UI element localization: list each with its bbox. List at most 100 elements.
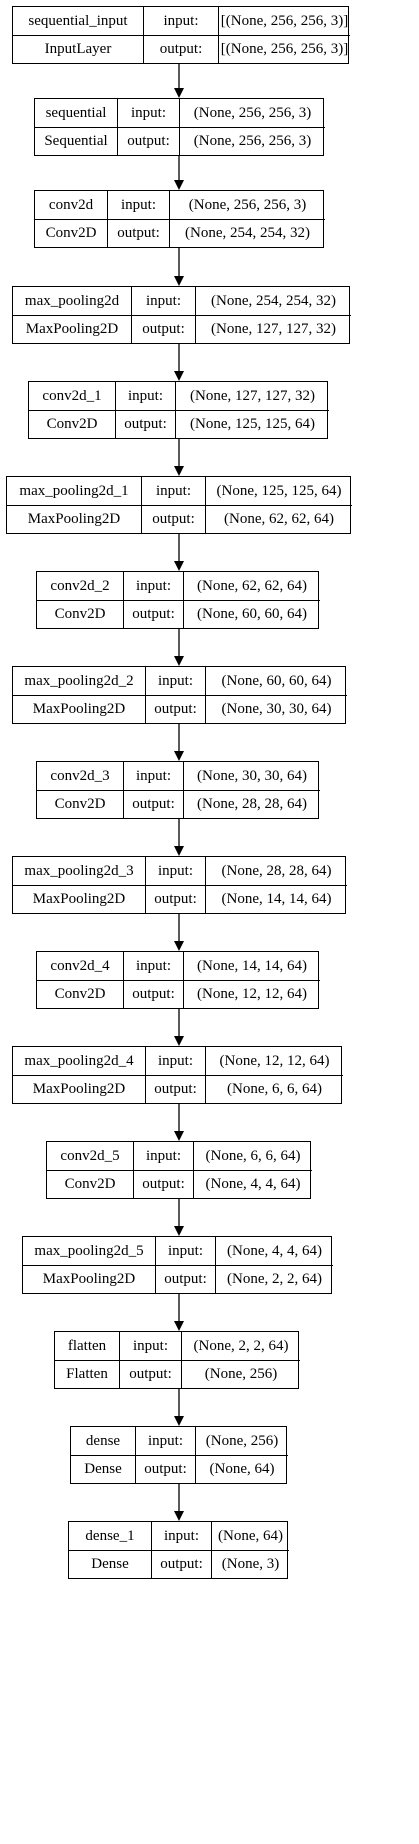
layer-row-bottom: MaxPooling2D output: (None, 62, 62, 64) bbox=[7, 505, 352, 533]
layer-type: InputLayer bbox=[44, 41, 112, 57]
layer-type: MaxPooling2D bbox=[42, 1271, 136, 1287]
input-shape: (None, 256, 256, 3) bbox=[169, 191, 325, 219]
layer-row-top: max_pooling2d_4 input: (None, 12, 12, 64) bbox=[13, 1047, 343, 1075]
layer-node-max-pooling2d-2: max_pooling2d_2 input: (None, 60, 60, 64) M… bbox=[12, 666, 347, 724]
output-label: output: bbox=[123, 981, 183, 1008]
output-shape: (None, 256, 256, 3) bbox=[179, 128, 325, 155]
edge-arrow bbox=[174, 629, 184, 666]
output-shape: (None, 12, 12, 64) bbox=[183, 981, 320, 1008]
layer-name: conv2d_1 bbox=[42, 387, 102, 404]
layer-name: dense bbox=[85, 1432, 121, 1449]
layer-type: Conv2D bbox=[46, 416, 98, 432]
input-label: input: bbox=[131, 287, 195, 315]
layer-node-conv2d: conv2d input: (None, 256, 256, 3) Conv2D out… bbox=[34, 190, 325, 248]
edge-arrow bbox=[174, 64, 184, 98]
layer-row-bottom: Conv2D output: (None, 4, 4, 64) bbox=[47, 1170, 312, 1198]
output-label: output: bbox=[141, 506, 205, 533]
edge-arrow bbox=[174, 1484, 184, 1521]
input-label: input: bbox=[123, 762, 183, 790]
layer-name: conv2d_4 bbox=[50, 957, 110, 974]
output-label: output: bbox=[131, 316, 195, 343]
output-label: output: bbox=[145, 696, 205, 723]
layer-row-bottom: Conv2D output: (None, 254, 254, 32) bbox=[35, 219, 325, 247]
input-shape: (None, 6, 6, 64) bbox=[193, 1142, 312, 1170]
input-shape: (None, 127, 127, 32) bbox=[175, 382, 329, 410]
input-label: input: bbox=[155, 1237, 215, 1265]
output-shape: (None, 30, 30, 64) bbox=[205, 696, 347, 723]
layer-node-max-pooling2d-4: max_pooling2d_4 input: (None, 12, 12, 64) M… bbox=[12, 1046, 343, 1104]
layer-row-top: max_pooling2d_3 input: (None, 28, 28, 64) bbox=[13, 857, 347, 885]
input-label: input: bbox=[141, 477, 205, 505]
layer-row-top: max_pooling2d_1 input: (None, 125, 125, 64… bbox=[7, 477, 352, 505]
layer-row-bottom: MaxPooling2D output: (None, 127, 127, 32) bbox=[13, 315, 351, 343]
layer-row-top: conv2d_1 input: (None, 127, 127, 32) bbox=[29, 382, 329, 410]
output-shape: (None, 14, 14, 64) bbox=[205, 886, 347, 913]
input-shape: (None, 256) bbox=[195, 1427, 288, 1455]
output-shape: (None, 2, 2, 64) bbox=[215, 1266, 333, 1293]
output-shape: (None, 62, 62, 64) bbox=[205, 506, 352, 533]
input-label: input: bbox=[117, 99, 179, 127]
layer-name: conv2d_3 bbox=[50, 767, 110, 784]
input-label: input: bbox=[135, 1427, 195, 1455]
layer-type: Conv2D bbox=[54, 606, 106, 622]
edge-arrow bbox=[174, 439, 184, 476]
edge-arrow bbox=[174, 819, 184, 856]
layer-name: conv2d bbox=[48, 196, 94, 213]
edge-arrow bbox=[174, 248, 184, 286]
layer-node-dense-1: dense_1 input: (None, 64) Dense output: (None… bbox=[68, 1521, 289, 1579]
layer-row-top: dense input: (None, 256) bbox=[71, 1427, 288, 1455]
output-label: output: bbox=[115, 411, 175, 438]
input-label: input: bbox=[123, 952, 183, 980]
layer-row-bottom: Flatten output: (None, 256) bbox=[55, 1360, 300, 1388]
layer-node-conv2d-2: conv2d_2 input: (None, 62, 62, 64) Conv2D ou… bbox=[36, 571, 320, 629]
input-label: input: bbox=[145, 1047, 205, 1075]
layer-row-top: conv2d input: (None, 256, 256, 3) bbox=[35, 191, 325, 219]
layer-row-bottom: MaxPooling2D output: (None, 14, 14, 64) bbox=[13, 885, 347, 913]
output-label: output: bbox=[123, 601, 183, 628]
output-shape: (None, 6, 6, 64) bbox=[205, 1076, 343, 1103]
layer-type: Conv2D bbox=[45, 225, 97, 241]
input-shape: (None, 256, 256, 3) bbox=[179, 99, 325, 127]
layer-row-bottom: MaxPooling2D output: (None, 30, 30, 64) bbox=[13, 695, 347, 723]
layer-row-top: conv2d_3 input: (None, 30, 30, 64) bbox=[37, 762, 320, 790]
input-shape: (None, 4, 4, 64) bbox=[215, 1237, 333, 1265]
layer-type: Conv2D bbox=[64, 1176, 116, 1192]
output-label: output: bbox=[117, 128, 179, 155]
layer-row-bottom: Conv2D output: (None, 28, 28, 64) bbox=[37, 790, 320, 818]
layer-name: flatten bbox=[67, 1337, 107, 1354]
edge-arrow bbox=[174, 1009, 184, 1046]
input-label: input: bbox=[145, 667, 205, 695]
layer-node-conv2d-1: conv2d_1 input: (None, 127, 127, 32) Conv2D… bbox=[28, 381, 329, 439]
layer-type: MaxPooling2D bbox=[32, 891, 126, 907]
input-shape: [(None, 256, 256, 3)] bbox=[218, 7, 350, 35]
output-shape: (None, 28, 28, 64) bbox=[183, 791, 320, 818]
layer-row-top: sequential_input input: [(None, 256, 256, … bbox=[13, 7, 350, 35]
input-shape: (None, 2, 2, 64) bbox=[181, 1332, 300, 1360]
layer-name: max_pooling2d_4 bbox=[24, 1052, 134, 1069]
layer-row-bottom: MaxPooling2D output: (None, 6, 6, 64) bbox=[13, 1075, 343, 1103]
output-shape: (None, 127, 127, 32) bbox=[195, 316, 351, 343]
output-shape: (None, 254, 254, 32) bbox=[169, 220, 325, 247]
layer-name: max_pooling2d_1 bbox=[19, 482, 129, 499]
input-shape: (None, 14, 14, 64) bbox=[183, 952, 320, 980]
layer-row-top: dense_1 input: (None, 64) bbox=[69, 1522, 289, 1550]
input-label: input: bbox=[151, 1522, 211, 1550]
output-label: output: bbox=[145, 1076, 205, 1103]
edge-arrow bbox=[174, 1104, 184, 1141]
input-shape: (None, 125, 125, 64) bbox=[205, 477, 352, 505]
layer-type: Dense bbox=[91, 1556, 129, 1572]
input-shape: (None, 62, 62, 64) bbox=[183, 572, 320, 600]
input-label: input: bbox=[119, 1332, 181, 1360]
edge-arrow bbox=[174, 534, 184, 571]
layer-name: conv2d_5 bbox=[60, 1147, 120, 1164]
layer-type: Flatten bbox=[66, 1366, 108, 1382]
layer-row-top: max_pooling2d_5 input: (None, 4, 4, 64) bbox=[23, 1237, 333, 1265]
output-label: output: bbox=[133, 1171, 193, 1198]
layer-row-top: sequential input: (None, 256, 256, 3) bbox=[35, 99, 325, 127]
edge-arrow bbox=[174, 914, 184, 951]
output-label: output: bbox=[119, 1361, 181, 1388]
edge-arrow bbox=[174, 1294, 184, 1331]
layer-row-top: conv2d_2 input: (None, 62, 62, 64) bbox=[37, 572, 320, 600]
layer-name: max_pooling2d_3 bbox=[24, 862, 134, 879]
